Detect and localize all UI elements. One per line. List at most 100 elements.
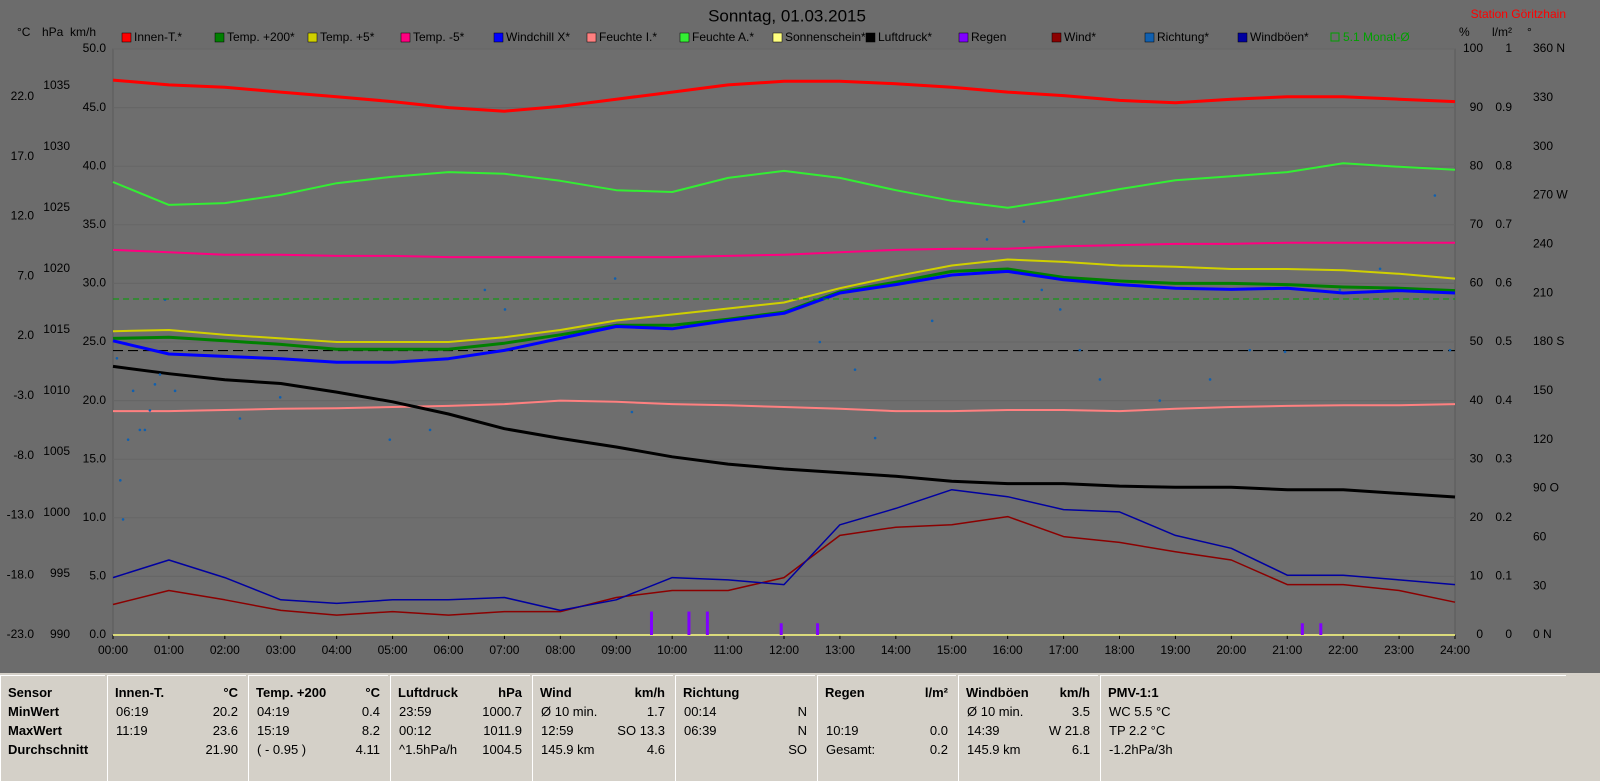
series-line	[112, 488, 1456, 612]
y-tick-label: 0.2	[1495, 510, 1512, 524]
legend-label: Regen	[971, 30, 1006, 44]
chart-title: Sonntag, 01.03.2015	[708, 6, 866, 25]
legend-swatch	[1144, 32, 1155, 43]
series-line	[113, 399, 1456, 413]
column-header: PMV-1:1	[1108, 685, 1159, 700]
y-tick-label: 1030	[43, 139, 70, 153]
x-tick-label: 10:00	[657, 643, 687, 657]
legend-label: Richtung*	[1157, 30, 1209, 44]
axis-unit: km/h	[70, 25, 96, 39]
y-tick-label: 210	[1533, 285, 1553, 299]
y-tick-label: 5.0	[89, 569, 106, 583]
table-cell: SO	[788, 742, 807, 757]
y-tick-label: 10.0	[83, 510, 107, 524]
x-tick-label: 17:00	[1049, 643, 1079, 657]
station: Station Göritzhain	[1471, 7, 1566, 21]
direction-dot	[278, 396, 282, 399]
legend-swatch	[400, 32, 411, 43]
column-unit: hPa	[498, 685, 522, 700]
y-tick-label: 0	[1505, 627, 1512, 641]
direction-dot	[1433, 194, 1437, 197]
table-cell: 145.9 km	[541, 742, 595, 757]
legend-swatch	[865, 32, 876, 43]
direction-dot	[613, 277, 617, 280]
legend-swatch	[1237, 32, 1248, 43]
table-column: Temp. +200 °C 04:19 0.4 15:19 8.2 ( - 0.95 ) 4.…	[248, 675, 388, 781]
y-tick-label: 25.0	[83, 334, 107, 348]
y-tick-label: 0.6	[1495, 276, 1512, 290]
x-tick-label: 06:00	[433, 643, 463, 657]
series-line	[112, 515, 1456, 616]
y-tick-label: 90	[1470, 100, 1484, 114]
direction-dot	[930, 319, 934, 323]
y-tick-label: 40.0	[83, 158, 107, 172]
series-line	[112, 258, 1456, 343]
table-cell: 11:19	[116, 723, 148, 738]
rain-bar	[1300, 623, 1304, 635]
direction-dot	[1448, 348, 1452, 352]
column-unit: km/h	[1059, 685, 1090, 700]
table-cell: W 21.8	[1048, 723, 1090, 738]
stats-table: Sensor MinWert MaxWert Durchschnitt Innen-T.…	[0, 673, 1600, 781]
direction-dot	[1283, 350, 1287, 354]
y-tick-label: 30.0	[83, 276, 107, 290]
table-cell: Ø 10 min.	[967, 704, 1024, 719]
x-tick-label: 18:00	[1104, 643, 1134, 657]
legend-label: Temp. -5*	[413, 30, 465, 44]
table-cell: 6.1	[1071, 742, 1090, 757]
x-tick-label: 14:00	[881, 643, 911, 657]
table-cell: 00:12	[399, 723, 432, 738]
y-tick-label: 990	[50, 627, 70, 641]
y-tick-label: -23.0	[7, 627, 35, 641]
table-column: Innen-T. °C 06:19 20.2 11:19 23.6 21.90	[107, 675, 246, 781]
direction-dot	[1078, 348, 1082, 352]
rain-bar	[649, 611, 653, 635]
direction-dot	[138, 428, 142, 432]
y-tick-label: 330	[1533, 90, 1553, 104]
legend-swatch	[1051, 32, 1062, 43]
table-cell: Durchschnitt	[8, 742, 89, 757]
table-cell: 10:19	[826, 723, 859, 738]
direction-dot	[873, 436, 877, 440]
table-cell: -1.2hPa/3h	[1109, 742, 1173, 757]
x-tick-label: 20:00	[1216, 643, 1246, 657]
direction-dot	[1338, 288, 1342, 292]
table-column: Windböen km/h Ø 10 min. 3.5 14:39 W 21.8 145.9…	[958, 675, 1098, 781]
y-tick-label: 15.0	[83, 451, 107, 465]
y-tick-label: 1020	[43, 261, 70, 275]
direction-dot	[153, 383, 157, 386]
y-tick-label: 100	[1463, 41, 1483, 55]
y-tick-label: 0.5	[1495, 334, 1512, 348]
legend-swatch	[586, 32, 597, 43]
y-tick-label: 22.0	[11, 89, 35, 103]
y-tick-label: 360 N	[1533, 41, 1565, 55]
legend-swatch	[1330, 32, 1340, 42]
x-tick-label: 08:00	[545, 643, 575, 657]
y-tick-label: 10	[1470, 569, 1484, 583]
x-tick-label: 21:00	[1272, 643, 1302, 657]
y-tick-label: 1010	[43, 383, 70, 397]
y-tick-label: 0	[1476, 627, 1483, 641]
y-tick-label: 12.0	[11, 209, 35, 223]
axis-unit: l/m²	[1492, 25, 1512, 39]
legend-label: Windböen*	[1250, 30, 1309, 44]
table-column: Sensor MinWert MaxWert Durchschnitt	[0, 675, 105, 781]
x-tick-label: 03:00	[266, 643, 296, 657]
legend-label: Feuchte A.*	[692, 30, 754, 44]
y-tick-label: 0.0	[89, 627, 106, 641]
column-unit: °C	[365, 685, 380, 700]
legend-swatch	[679, 32, 690, 43]
table-cell: 3.5	[1071, 704, 1090, 719]
direction-dot	[388, 438, 392, 441]
legend-label: Luftdruck*	[878, 30, 932, 44]
legend-swatch	[307, 32, 318, 43]
x-tick-label: 16:00	[993, 643, 1023, 657]
y-tick-label: 0.8	[1495, 158, 1512, 172]
y-tick-label: 70	[1470, 217, 1484, 231]
y-tick-label: 1015	[43, 322, 70, 336]
direction-dot	[173, 389, 177, 393]
y-tick-label: 0.7	[1495, 217, 1512, 231]
y-tick-label: 50	[1470, 334, 1484, 348]
column-header: Richtung	[683, 685, 740, 700]
legend-label: Wind*	[1064, 30, 1096, 44]
